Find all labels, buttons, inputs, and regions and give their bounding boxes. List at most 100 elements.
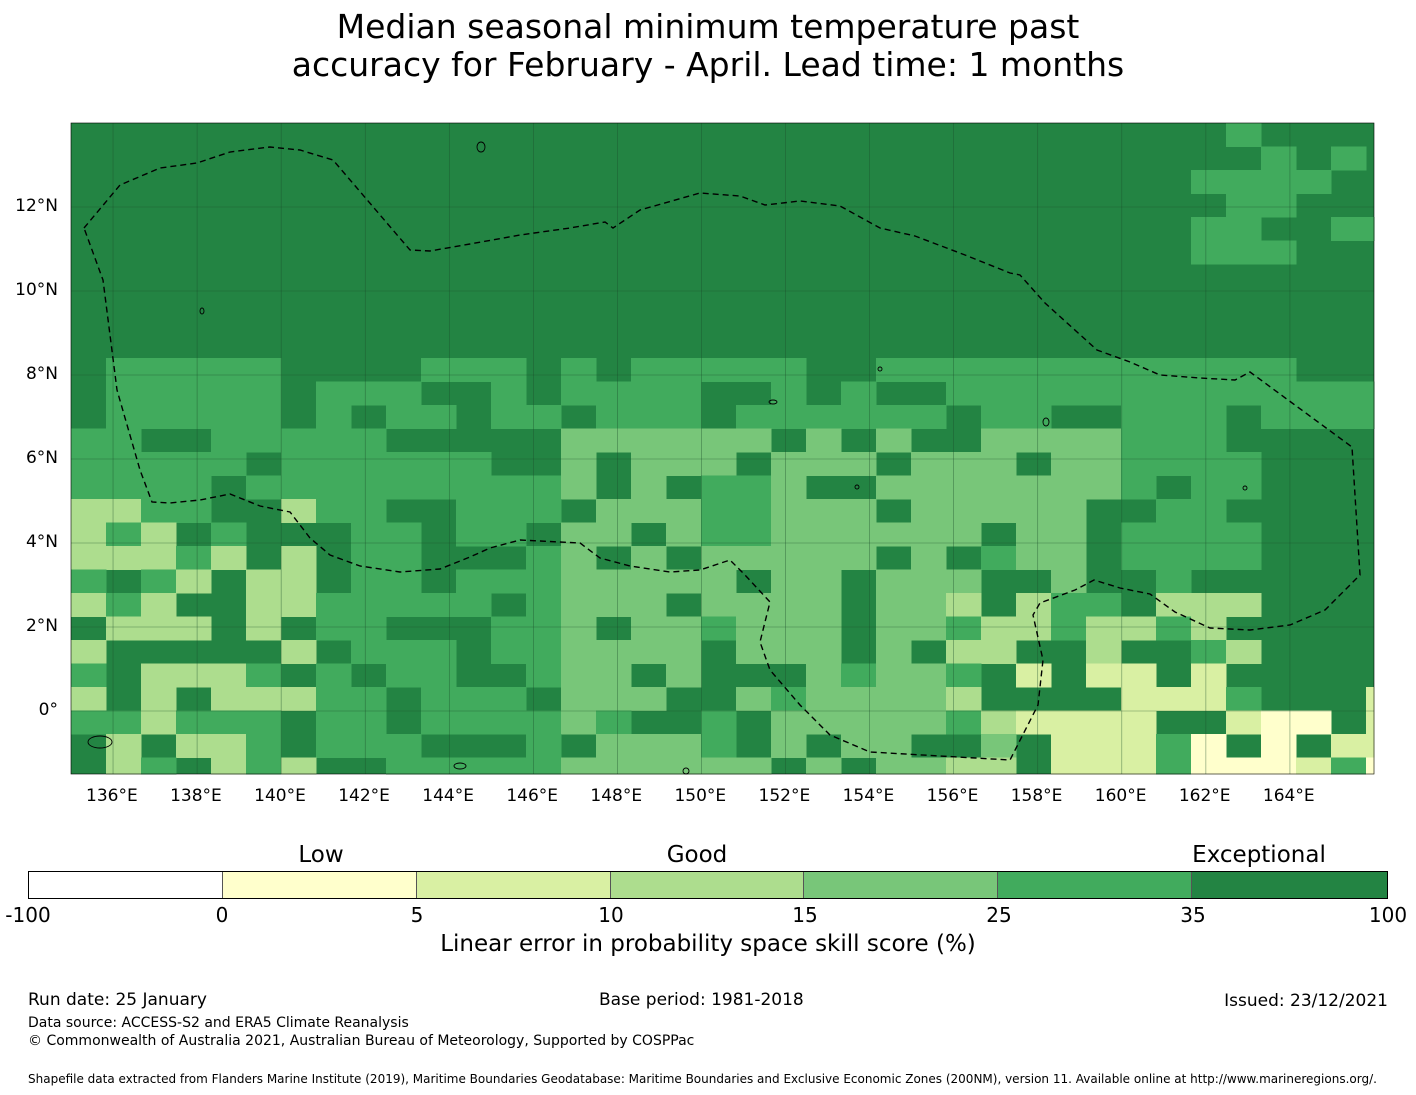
grid-cell <box>1296 381 1332 406</box>
grid-cell <box>211 663 247 688</box>
lon-tick-label: 152°E <box>758 786 811 806</box>
grid-cell <box>806 640 842 664</box>
grid-cell <box>841 734 877 758</box>
grid-cell <box>1051 428 1087 453</box>
lon-tick-label: 140°E <box>254 786 306 806</box>
grid-cell <box>1051 452 1087 476</box>
grid-cell <box>1086 381 1122 406</box>
grid-cell <box>1191 687 1227 711</box>
grid-cell <box>946 640 982 664</box>
grid-cell <box>946 522 982 547</box>
grid-cell <box>71 499 107 523</box>
grid-cell <box>1086 593 1122 617</box>
grid-cell <box>666 734 702 758</box>
grid-cell <box>246 475 282 500</box>
grid-cell <box>736 757 772 775</box>
lon-tick-label: 142°E <box>338 786 390 806</box>
grid-cell <box>1331 734 1367 758</box>
grid-cell <box>106 381 142 406</box>
grid-cell <box>736 499 772 523</box>
grid-cell <box>491 522 527 547</box>
grid-cell <box>211 687 247 711</box>
grid-cell <box>176 616 212 641</box>
grid-cell <box>701 616 737 641</box>
grid-cell <box>561 593 597 617</box>
grid-cell <box>631 616 667 641</box>
grid-cell <box>71 710 107 735</box>
grid-cell <box>946 663 982 688</box>
grid-cell <box>771 546 807 570</box>
grid-cell <box>946 616 982 641</box>
grid-cell <box>1086 428 1122 453</box>
run-date: Run date: 25 January <box>28 990 207 1010</box>
colorbar-tick: 0 <box>215 903 229 927</box>
grid-cell <box>736 405 772 429</box>
grid-cell <box>1296 710 1332 735</box>
grid-cell <box>736 522 772 547</box>
grid-cell <box>1191 170 1227 194</box>
grid-cell <box>1191 452 1227 476</box>
grid-cell <box>1121 381 1157 406</box>
grid-cell <box>876 522 912 547</box>
lon-tick-label: 150°E <box>674 786 727 806</box>
grid-cell <box>491 405 527 429</box>
lon-tick-label: 154°E <box>842 786 895 806</box>
grid-cell <box>736 546 772 570</box>
grid-cell <box>526 546 562 570</box>
grid-cell <box>1016 358 1052 382</box>
grid-cell <box>666 522 702 547</box>
grid-cell <box>561 381 597 406</box>
grid-cell <box>1226 475 1262 500</box>
grid-cell <box>1156 757 1192 775</box>
grid-cell <box>386 381 422 406</box>
grid-cell <box>1121 710 1157 735</box>
grid-cell <box>1156 687 1192 711</box>
colorbar-segment <box>29 872 223 898</box>
grid-cell <box>526 640 562 664</box>
lat-tick-label: 8°N <box>25 364 58 384</box>
grid-cell <box>141 546 177 570</box>
lon-tick-label: 160°E <box>1094 786 1147 806</box>
grid-cell <box>561 757 597 775</box>
grid-cell <box>141 710 177 735</box>
chart-title-line-2: accuracy for February - April. Lead time… <box>291 45 1125 84</box>
grid-cell <box>491 710 527 735</box>
grid-cell <box>526 734 562 758</box>
grid-cell <box>596 569 632 594</box>
grid-cell <box>1191 217 1227 241</box>
grid-cell <box>841 710 877 735</box>
grid-cell <box>351 452 387 476</box>
grid-cell <box>561 522 597 547</box>
grid-cell <box>596 640 632 664</box>
grid-cell <box>631 687 667 711</box>
grid-cell <box>841 405 877 429</box>
grid-cell <box>176 405 212 429</box>
grid-cell <box>701 710 737 735</box>
map-gridlines <box>71 123 1374 774</box>
grid-cell <box>1051 358 1087 382</box>
grid-cell <box>981 381 1017 406</box>
grid-cell <box>841 452 877 476</box>
grid-cell <box>771 475 807 500</box>
grid-cell <box>1051 710 1087 735</box>
grid-cell <box>1261 240 1297 265</box>
grid-cell <box>1226 217 1262 241</box>
grid-cell <box>176 546 212 570</box>
shapefile-credit: Shapefile data extracted from Flanders M… <box>28 1072 1377 1086</box>
lon-tick-label: 136°E <box>86 786 138 806</box>
grid-cell <box>701 734 737 758</box>
grid-cell <box>1086 640 1122 664</box>
grid-cell <box>1226 710 1262 735</box>
grid-cell <box>1156 616 1192 641</box>
grid-cell <box>806 546 842 570</box>
grid-cell <box>1156 546 1192 570</box>
grid-cell <box>701 475 737 500</box>
grid-cell <box>526 663 562 688</box>
lon-tick-label: 158°E <box>1010 786 1063 806</box>
grid-cell <box>771 734 807 758</box>
grid-cell <box>561 358 597 382</box>
grid-cell <box>771 616 807 641</box>
grid-cell <box>386 757 422 775</box>
grid-cell <box>421 405 457 429</box>
grid-cell <box>1121 428 1157 453</box>
